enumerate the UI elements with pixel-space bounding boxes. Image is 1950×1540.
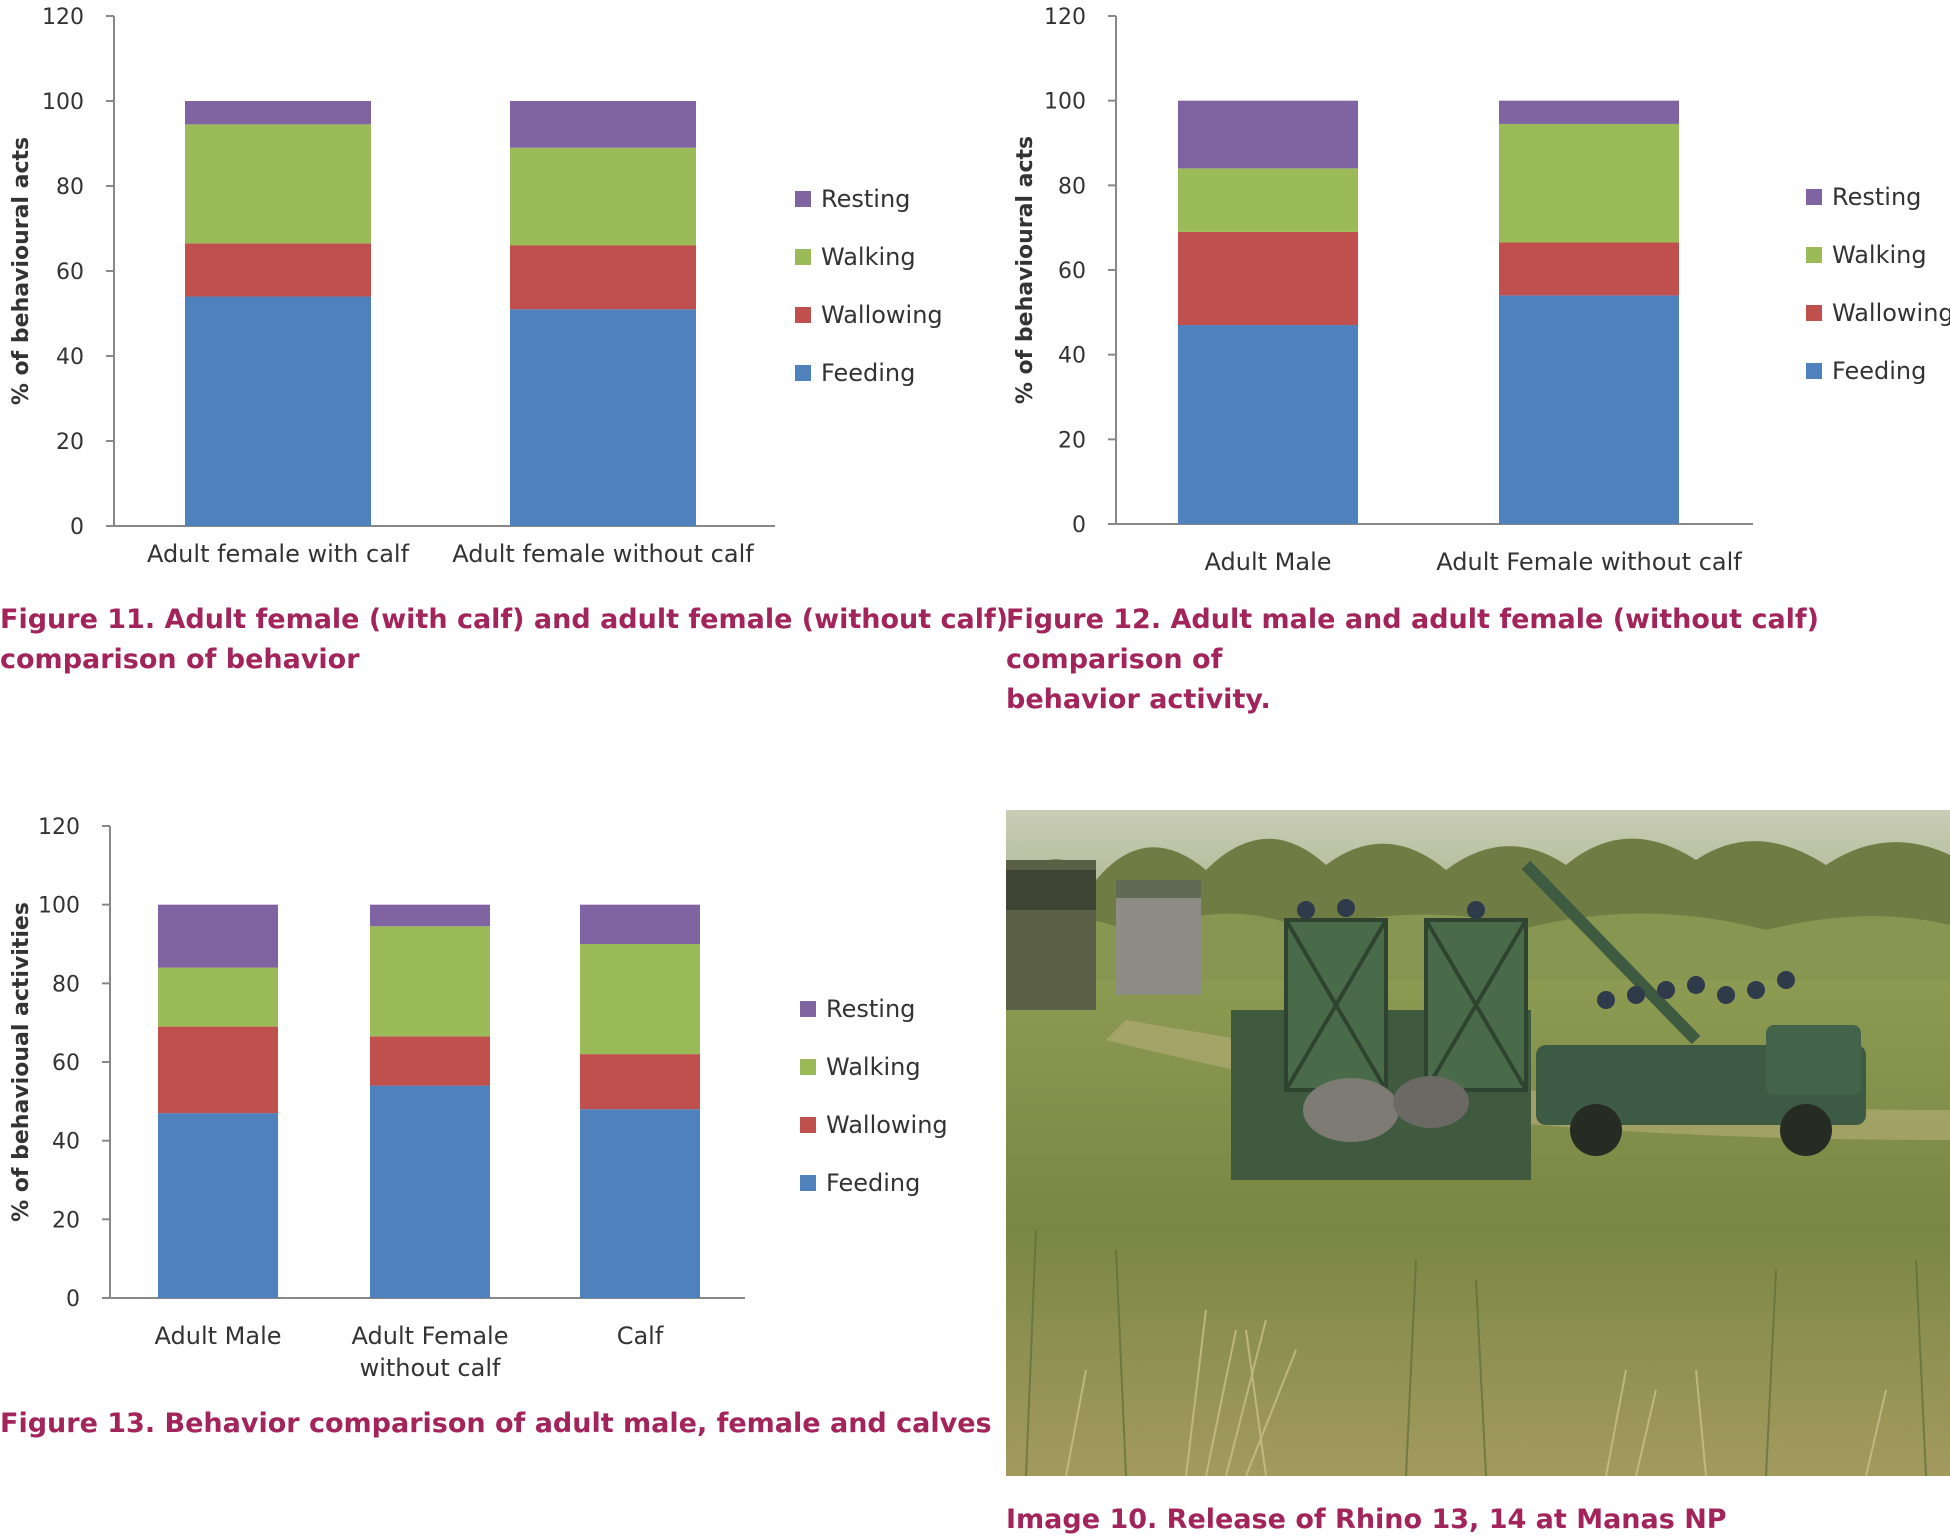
bar-segment-walking <box>185 124 371 244</box>
legend-swatch-feeding <box>1806 363 1822 379</box>
figure-13-chart: 0 20 40 60 80 100 120 % of behavioual activitie… <box>9 815 948 1382</box>
figure-11-caption-line-2: comparison of behavior <box>0 644 360 675</box>
bar-segment-wallowing <box>510 245 696 310</box>
bar-segment-walking <box>158 967 278 1027</box>
y-tick-label: 60 <box>52 1051 80 1076</box>
x-category-label: Adult Female without calf <box>1436 548 1742 576</box>
legend-swatch-walking <box>800 1059 816 1075</box>
y-tick-label: 0 <box>70 515 84 540</box>
bar-segment-feeding <box>185 296 371 526</box>
y-axis-label: % of behavioural acts <box>9 137 34 405</box>
bar-segment-resting <box>370 904 490 927</box>
legend-swatch-wallowing <box>795 307 811 323</box>
bar-segment-resting <box>158 904 278 968</box>
bar-segment-walking <box>1499 123 1679 243</box>
legend-label-resting: Resting <box>826 995 915 1023</box>
y-tick-label: 100 <box>42 90 84 115</box>
figure-12-caption-line-1: Figure 12. Adult male and adult female (… <box>1006 604 1820 675</box>
x-category-label: Adult female without calf <box>452 540 754 568</box>
legend-swatch-resting <box>800 1001 816 1017</box>
figure-12-chart: 0 20 40 60 80 100 120 % of behavioural acts Adul… <box>1013 5 1950 576</box>
legend-label-resting: Resting <box>821 185 910 213</box>
y-tick-label: 100 <box>1044 90 1086 115</box>
legend-label-feeding: Feeding <box>1832 357 1926 385</box>
legend-label-feeding: Feeding <box>821 359 915 387</box>
legend-swatch-resting <box>795 191 811 207</box>
x-category-label: Calf <box>617 1322 664 1350</box>
legend-swatch-wallowing <box>800 1117 816 1133</box>
legend-label-resting: Resting <box>1832 183 1921 211</box>
bar-segment-wallowing <box>1178 231 1358 326</box>
legend-label-feeding: Feeding <box>826 1169 920 1197</box>
image-10-caption-line: Image 10. Release of Rhino 13, 14 at Man… <box>1006 1504 1727 1535</box>
legend-label-wallowing: Wallowing <box>1832 299 1950 327</box>
rhino-release-photo <box>1006 810 1950 1476</box>
image-10-caption: Image 10. Release of Rhino 13, 14 at Man… <box>1006 1500 1727 1540</box>
bar-segment-resting <box>1178 100 1358 169</box>
y-tick-label: 80 <box>56 175 84 200</box>
x-category-label: Adult Male <box>155 1322 282 1350</box>
bar-segment-feeding <box>1178 325 1358 524</box>
bar-segment-wallowing <box>370 1036 490 1086</box>
bar-segment-walking <box>580 944 700 1055</box>
bar-segment-resting <box>510 101 696 148</box>
y-tick-label: 120 <box>38 815 80 840</box>
x-category-label: without calf <box>360 1354 501 1382</box>
bar-segment-resting <box>580 904 700 944</box>
x-category-label: Adult Female <box>352 1322 509 1350</box>
bar-segment-walking <box>510 147 696 246</box>
bar-segment-feeding <box>370 1085 490 1298</box>
y-tick-label: 0 <box>1072 513 1086 538</box>
y-tick-label: 80 <box>1058 174 1086 199</box>
figure-12-caption: Figure 12. Adult male and adult female (… <box>1006 600 1950 720</box>
legend-swatch-feeding <box>800 1175 816 1191</box>
bar-segment-feeding <box>510 309 696 526</box>
bar-segment-feeding <box>158 1113 278 1298</box>
bar-segment-wallowing <box>580 1054 700 1110</box>
legend-swatch-walking <box>1806 247 1822 263</box>
y-axis-label: % of behavioural acts <box>1013 136 1038 404</box>
rhino-release-illustration <box>1006 810 1950 1476</box>
y-tick-label: 0 <box>66 1287 80 1312</box>
bar-segment-feeding <box>1499 295 1679 524</box>
bar-segment-wallowing <box>1499 242 1679 296</box>
figure-11-caption-line-1: Figure 11. Adult female (with calf) and … <box>0 604 1009 635</box>
legend-swatch-wallowing <box>1806 305 1822 321</box>
figure-12-caption-line-2: behavior activity. <box>1006 684 1271 715</box>
y-tick-label: 100 <box>38 894 80 919</box>
legend-label-wallowing: Wallowing <box>826 1111 948 1139</box>
y-tick-label: 60 <box>1058 259 1086 284</box>
y-tick-label: 20 <box>56 430 84 455</box>
y-tick-label: 120 <box>42 5 84 30</box>
y-tick-label: 80 <box>52 972 80 997</box>
y-axis-label: % of behavioual activities <box>9 902 34 1222</box>
bar-segment-wallowing <box>185 243 371 297</box>
bar-segment-feeding <box>580 1109 700 1298</box>
x-category-label: Adult female with calf <box>147 540 410 568</box>
figure-13-caption-line: Figure 13. Behavior comparison of adult … <box>0 1408 992 1439</box>
bar-segment-resting <box>1499 100 1679 124</box>
figure-11-chart: 0 20 40 60 80 100 120 % of behavioural acts Adul… <box>9 5 943 568</box>
bar-segment-walking <box>1178 168 1358 232</box>
y-tick-label: 120 <box>1044 5 1086 30</box>
legend-label-walking: Walking <box>821 243 916 271</box>
legend-label-wallowing: Wallowing <box>821 301 943 329</box>
y-tick-label: 60 <box>56 260 84 285</box>
figure-11-caption: Figure 11. Adult female (with calf) and … <box>0 600 1008 680</box>
legend-label-walking: Walking <box>826 1053 921 1081</box>
legend-swatch-walking <box>795 249 811 265</box>
bar-segment-wallowing <box>158 1026 278 1114</box>
bar-segment-resting <box>185 101 371 125</box>
x-category-label: Adult Male <box>1205 548 1332 576</box>
legend-label-walking: Walking <box>1832 241 1927 269</box>
y-tick-label: 40 <box>56 345 84 370</box>
figure-13-caption: Figure 13. Behavior comparison of adult … <box>0 1404 992 1444</box>
bar-segment-walking <box>370 926 490 1037</box>
y-tick-label: 20 <box>52 1208 80 1233</box>
legend-swatch-feeding <box>795 365 811 381</box>
y-tick-label: 40 <box>52 1130 80 1155</box>
legend-swatch-resting <box>1806 189 1822 205</box>
y-tick-label: 20 <box>1058 428 1086 453</box>
y-tick-label: 40 <box>1058 344 1086 369</box>
